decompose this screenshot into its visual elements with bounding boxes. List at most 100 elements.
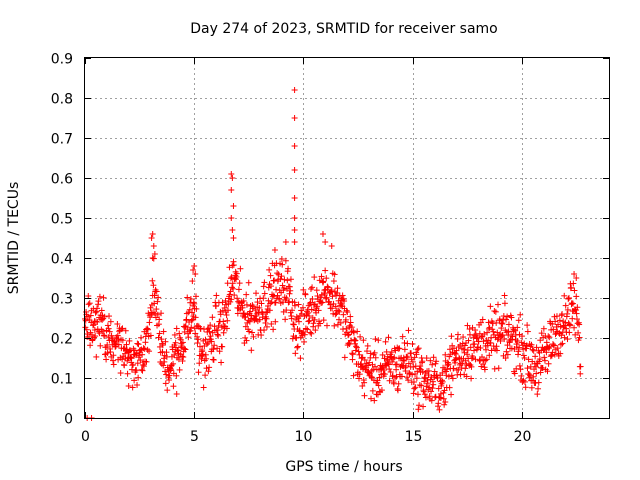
data-point: [467, 344, 474, 351]
data-point: [392, 374, 399, 381]
data-point: [153, 306, 160, 313]
data-point: [192, 314, 199, 321]
data-point: [178, 344, 185, 351]
data-point: [173, 325, 180, 332]
data-point: [104, 341, 111, 348]
y-tick-label: 0: [64, 412, 73, 428]
data-point: [263, 315, 270, 322]
data-point: [304, 326, 311, 333]
data-point: [345, 340, 352, 347]
data-point: [437, 395, 444, 401]
data-point: [141, 345, 148, 352]
data-point: [110, 352, 117, 359]
data-point: [261, 279, 268, 286]
data-point: [300, 329, 307, 336]
data-point: [205, 368, 212, 375]
data-point: [199, 347, 206, 354]
data-point: [138, 334, 145, 341]
data-point: [128, 355, 135, 362]
x-tick-label: 10: [295, 429, 313, 445]
data-points: [82, 87, 584, 421]
data-point: [115, 336, 122, 343]
data-point: [553, 313, 560, 320]
data-point: [472, 356, 479, 363]
data-point: [454, 331, 461, 338]
data-point: [206, 364, 213, 371]
data-point: [263, 309, 270, 316]
data-point: [162, 380, 169, 387]
data-point: [559, 311, 566, 318]
data-point: [533, 370, 540, 377]
data-point: [419, 358, 426, 365]
data-point: [266, 266, 273, 273]
data-point: [92, 309, 99, 316]
data-point: [214, 345, 221, 352]
data-point: [368, 395, 375, 402]
data-point: [549, 341, 556, 348]
data-point: [491, 308, 498, 315]
data-point: [283, 295, 290, 302]
data-point: [185, 334, 192, 341]
data-point: [144, 326, 151, 333]
data-point: [492, 308, 499, 315]
data-point: [175, 356, 182, 363]
data-point: [323, 294, 330, 301]
data-point: [423, 355, 430, 362]
data-point: [315, 307, 322, 314]
data-point: [222, 297, 229, 304]
data-point: [271, 247, 278, 253]
data-point: [294, 344, 301, 351]
data-point: [322, 267, 329, 274]
data-point: [155, 294, 162, 301]
data-point: [545, 345, 552, 352]
data-point: [448, 333, 455, 340]
data-point: [124, 370, 131, 377]
data-point: [104, 349, 111, 356]
data-point: [572, 307, 579, 314]
data-point: [323, 275, 330, 282]
data-point: [408, 356, 415, 363]
data-point: [495, 365, 502, 372]
y-tick-label: 0.8: [51, 92, 73, 108]
data-point: [552, 318, 559, 325]
data-point: [87, 342, 94, 349]
data-point: [267, 300, 274, 307]
data-point: [186, 319, 193, 326]
data-point: [293, 313, 300, 320]
data-point: [527, 372, 534, 379]
data-point: [196, 360, 203, 367]
data-point: [379, 351, 386, 358]
data-point: [85, 292, 92, 299]
data-point: [453, 347, 460, 354]
data-point: [291, 227, 298, 233]
data-point: [160, 362, 167, 369]
data-point: [388, 349, 395, 356]
data-point: [189, 278, 196, 285]
data-point: [149, 231, 156, 237]
data-point: [420, 388, 427, 395]
data-point: [274, 292, 281, 299]
data-point: [277, 275, 284, 282]
data-point: [339, 292, 346, 299]
data-point: [483, 356, 490, 363]
data-point: [234, 310, 241, 317]
data-point: [147, 332, 154, 339]
data-point: [487, 339, 494, 346]
data-point: [94, 318, 101, 325]
data-point: [498, 325, 505, 332]
data-point: [422, 394, 429, 401]
data-point: [228, 296, 235, 303]
data-point: [575, 337, 582, 344]
data-point: [234, 295, 241, 302]
data-point: [213, 292, 220, 299]
data-point: [455, 366, 462, 373]
data-point: [92, 333, 99, 340]
data-point: [228, 215, 235, 221]
data-point: [230, 203, 237, 209]
data-point: [430, 381, 437, 388]
data-point: [481, 331, 488, 338]
data-point: [224, 280, 231, 287]
data-point: [171, 352, 178, 359]
data-point: [513, 365, 520, 372]
